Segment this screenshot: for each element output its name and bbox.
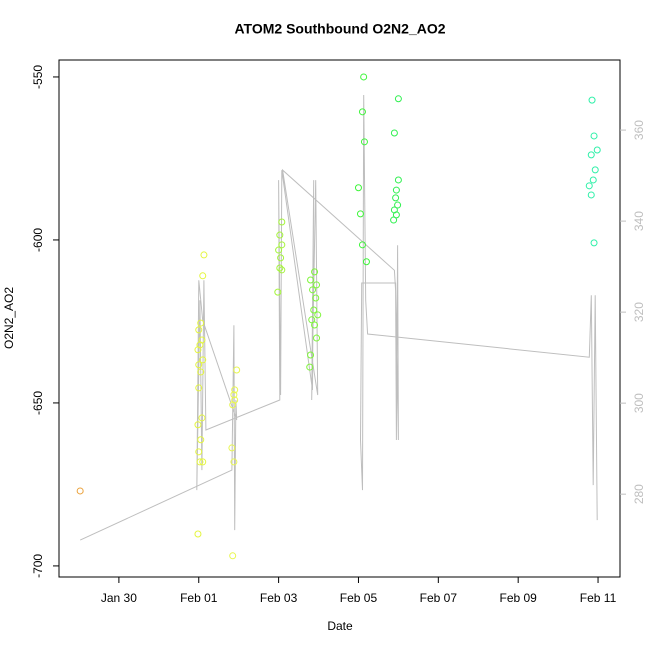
data-point (194, 421, 202, 429)
data-point (307, 276, 315, 284)
data-line (79, 94, 598, 541)
x-tick-label: Feb 03 (260, 591, 298, 605)
data-point (229, 401, 237, 409)
data-point (199, 356, 207, 364)
data-point (390, 216, 398, 224)
data-point (311, 268, 319, 276)
data-point (274, 288, 282, 296)
data-point (229, 552, 237, 560)
data-point (358, 241, 366, 249)
x-tick-label: Jan 30 (101, 591, 137, 605)
data-point (276, 231, 284, 239)
data-point (313, 334, 321, 342)
data-point (195, 361, 203, 369)
y2-tick-label: 360 (632, 120, 646, 140)
data-point (394, 95, 402, 103)
data-point (230, 391, 238, 399)
data-point (230, 458, 238, 466)
x-tick-label: Feb 05 (340, 591, 378, 605)
data-point (591, 166, 599, 174)
data-point (308, 316, 316, 324)
chart-title: ATOM2 Southbound O2N2_AO2 (234, 21, 445, 37)
data-point (392, 194, 400, 202)
data-point (277, 254, 285, 262)
data-point (590, 132, 598, 140)
data-point (307, 351, 315, 359)
y2-tick-label: 300 (632, 393, 646, 413)
data-point (199, 272, 207, 280)
y-axis-label: O2N2_AO2 (2, 287, 16, 349)
data-point (390, 129, 398, 137)
data-point (313, 281, 321, 289)
data-point (195, 326, 203, 334)
data-point (588, 96, 596, 104)
data-point (195, 448, 203, 456)
y2-tick-label: 340 (632, 211, 646, 231)
data-point (199, 458, 207, 466)
x-axis-label: Date (327, 619, 353, 633)
data-point (233, 366, 241, 374)
y-tick-label: -600 (31, 228, 45, 252)
data-point (590, 239, 598, 247)
data-point (197, 368, 205, 376)
data-point (195, 384, 203, 392)
data-point (312, 294, 320, 302)
data-point (593, 146, 601, 154)
data-point (314, 311, 322, 319)
data-point (275, 246, 283, 254)
data-point (394, 201, 402, 209)
data-point (306, 363, 314, 371)
data-point (197, 436, 205, 444)
data-point (278, 218, 286, 226)
x-tick-label: Feb 09 (500, 591, 538, 605)
data-point (311, 321, 319, 329)
data-point (200, 251, 208, 259)
data-point (392, 211, 400, 219)
x-tick-label: Feb 01 (180, 591, 218, 605)
x-tick-label: Feb 11 (580, 591, 617, 605)
data-point (194, 346, 202, 354)
data-point (310, 306, 318, 314)
y-tick-label: -550 (31, 65, 45, 89)
data-point (194, 530, 202, 538)
data-point (197, 319, 205, 327)
data-point (362, 258, 370, 266)
data-point (587, 191, 595, 199)
data-point (76, 487, 84, 495)
x-tick-label: Feb 07 (420, 591, 458, 605)
data-point (196, 458, 204, 466)
data-point (198, 414, 206, 422)
y-tick-label: -650 (31, 391, 45, 415)
data-point (394, 176, 402, 184)
y2-tick-label: 320 (632, 302, 646, 322)
y-tick-label: -700 (31, 554, 45, 578)
data-point (360, 73, 368, 81)
data-point (354, 184, 362, 192)
data-point (360, 138, 368, 146)
data-point (358, 108, 366, 116)
data-point (589, 176, 597, 184)
y2-tick-label: 280 (632, 484, 646, 504)
data-point (278, 241, 286, 249)
data-point (392, 186, 400, 194)
data-point (587, 151, 595, 159)
data-point (278, 266, 286, 274)
data-point (356, 210, 364, 218)
data-point (585, 182, 593, 190)
data-point (309, 286, 317, 294)
data-point (228, 444, 236, 452)
data-point (231, 386, 239, 394)
data-point (276, 264, 284, 272)
